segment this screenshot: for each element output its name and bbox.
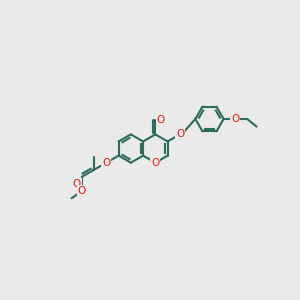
Text: O: O: [151, 158, 160, 168]
Text: O: O: [176, 129, 184, 139]
Text: O: O: [78, 186, 86, 196]
Text: O: O: [102, 158, 110, 168]
Text: O: O: [231, 114, 239, 124]
Text: O: O: [157, 115, 165, 125]
Text: O: O: [73, 179, 81, 189]
